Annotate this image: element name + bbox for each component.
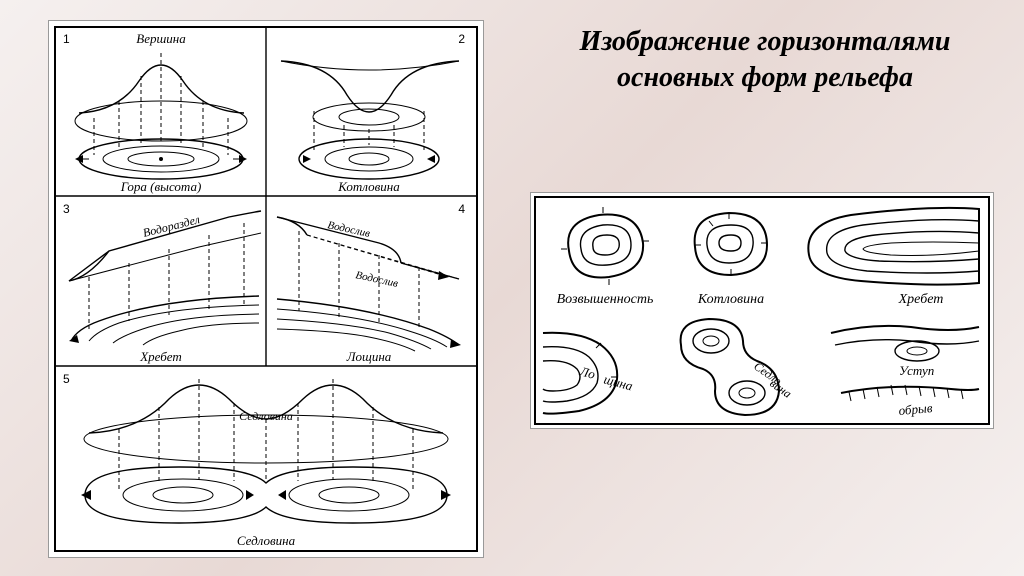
item-label-cliff: обрыв bbox=[898, 400, 933, 418]
panel-2-basin: 2 Котловина bbox=[281, 32, 465, 194]
panel-4-valley: 4 Водослив Водослив bbox=[277, 202, 465, 364]
panel-number: 5 bbox=[63, 372, 70, 386]
item-hill: Возвышенность bbox=[557, 207, 654, 307]
panel-top-label-b: Водослив bbox=[354, 269, 399, 290]
panel-3-ridge: 3 Водораздел Хребет bbox=[63, 202, 261, 364]
item-saddle: Седло вина bbox=[681, 319, 795, 415]
left-diagram-panel: 1 Вершина bbox=[48, 20, 484, 558]
panel-bottom-label: Гора (высота) bbox=[120, 179, 202, 194]
panel-number: 4 bbox=[458, 202, 465, 216]
item-label: Возвышенность bbox=[557, 292, 654, 307]
panel-bottom-label: Седловина bbox=[237, 533, 296, 548]
panel-bottom-label: Хребет bbox=[139, 349, 182, 364]
panel-top-label-a: Водослив bbox=[326, 219, 371, 240]
item-label: Котловина bbox=[697, 292, 764, 307]
item-valley: Ло щина bbox=[543, 333, 635, 414]
panel-number: 1 bbox=[63, 32, 70, 46]
slide: Изображение горизонталями основных форм … bbox=[0, 0, 1024, 576]
panel-top-label: Водораздел bbox=[141, 212, 201, 240]
panel-5-saddle: 5 Седловина bbox=[63, 372, 451, 548]
item-ledge-cliff: Уступ обрыв bbox=[831, 326, 979, 418]
main-title: Изображение горизонталями основных форм … bbox=[530, 24, 1000, 96]
item-ridge: Хребет bbox=[808, 208, 979, 307]
item-label: Хребет bbox=[898, 292, 944, 307]
item-basin: Котловина bbox=[695, 213, 767, 307]
panel-bottom-label: Котловина bbox=[337, 179, 400, 194]
left-diagram-svg: 1 Вершина bbox=[49, 21, 483, 557]
panel-number: 2 bbox=[458, 32, 465, 46]
panel-top-label: Вершина bbox=[136, 31, 186, 46]
right-diagram-svg: Возвышенность Котловина bbox=[531, 193, 993, 428]
panel-number: 3 bbox=[63, 202, 70, 216]
right-diagram-panel: Возвышенность Котловина bbox=[530, 192, 994, 429]
item-label-ledge: Уступ bbox=[899, 363, 934, 378]
panel-1-mountain: 1 Вершина bbox=[63, 31, 247, 194]
panel-bottom-label: Лощина bbox=[346, 349, 392, 364]
item-label-b: щина bbox=[602, 371, 635, 393]
